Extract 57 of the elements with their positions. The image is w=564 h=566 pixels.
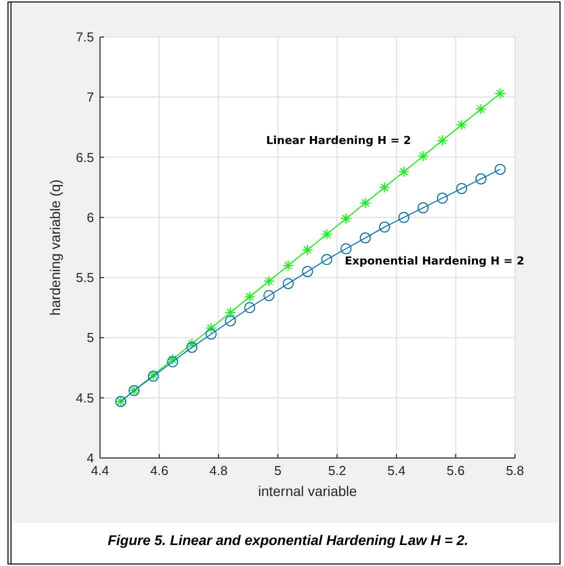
x-tick-label: 5 [274,463,282,478]
x-tick-label: 5.6 [446,463,465,478]
point [186,342,198,353]
caption: Figure 5. Linear and exponential Hardening Law H = 2. [108,532,468,548]
point [436,192,448,204]
point [321,254,332,266]
point [494,88,506,100]
point [398,166,410,178]
point [418,150,429,162]
point [360,197,371,208]
point [244,302,256,314]
point [282,260,294,272]
point [456,183,468,194]
x-tick-label: 5.2 [328,463,346,478]
y-tick-label: 6 [86,210,94,225]
point [494,164,506,175]
point [302,266,313,278]
point [436,134,448,146]
y-tick-label: 7 [86,90,94,105]
point [360,232,371,244]
x-tick-label: 4.4 [90,463,110,478]
x-tick-label: 4.8 [210,463,228,478]
point [475,173,486,184]
point [379,222,390,233]
point [167,354,178,365]
point [224,306,236,318]
point [340,213,352,224]
point [418,202,429,214]
x-tick-label: 5.4 [387,463,406,478]
y-tick-label: 5 [86,330,94,346]
point [224,315,236,326]
series-label: Exponential Hardening H = 2 [344,254,524,268]
point [456,119,468,130]
point [186,338,198,350]
y-tick-label: 4.5 [76,390,94,406]
point [206,322,217,334]
x-tick-label: 4.6 [150,463,168,478]
point [244,291,256,302]
x-axis-title: internal variable [258,483,358,499]
point [167,356,178,368]
point [321,228,332,240]
point [398,212,410,223]
y-tick-label: 7.5 [76,30,94,44]
x-tick-label: 5.8 [506,463,524,478]
point [263,276,274,287]
y-tick-label: 6.5 [76,150,94,165]
y-axis-title: hardening variable (q) [47,179,63,316]
y-tick-label: 5.5 [76,270,94,286]
point [263,290,274,302]
point [282,278,294,290]
point [475,104,486,115]
series-label: Linear Hardening H = 2 [266,134,412,148]
point [206,328,217,340]
point [340,243,352,254]
point [302,244,313,256]
y-tick-label: 4 [86,450,94,466]
point [379,182,390,193]
